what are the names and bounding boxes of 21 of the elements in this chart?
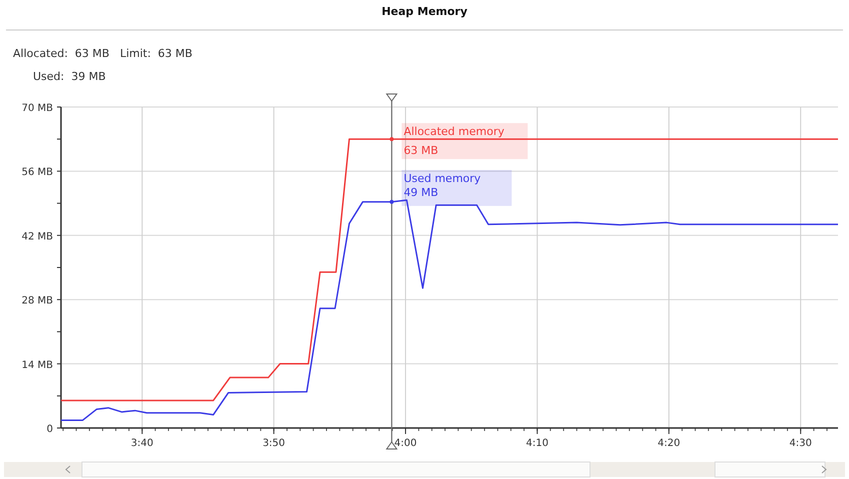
text: Allocated: 63 MB Limit: 63 MB (13, 47, 192, 60)
text: Used: 39 MB (33, 70, 106, 83)
y-tick-label: 70 MB (22, 103, 54, 114)
series-label: Used memory (404, 172, 482, 185)
x-tick-label: 4:20 (658, 438, 680, 449)
line-series (60, 138, 839, 402)
x-tick-label: 4:30 (789, 438, 812, 449)
y-tick-label: 42 MB (22, 231, 54, 242)
y-tick-label: 14 MB (22, 360, 54, 371)
line-series (60, 199, 839, 421)
x-tick-label: 3:40 (130, 438, 154, 449)
annotation: 63 MB (404, 144, 438, 158)
chart-title: Heap Memory (382, 5, 468, 18)
x-tick-label: 4:10 (526, 438, 548, 449)
x-tick-label: 3:50 (262, 438, 286, 449)
y-tick-label: 56 MB (22, 167, 54, 178)
y-tick-label: 0 (46, 424, 53, 435)
x-tick-label: 4:00 (394, 438, 417, 449)
annotation: 49 MB (404, 186, 438, 199)
legend-label: Allocated memory (404, 125, 505, 138)
y-tick-label: 28 MB (22, 296, 54, 307)
